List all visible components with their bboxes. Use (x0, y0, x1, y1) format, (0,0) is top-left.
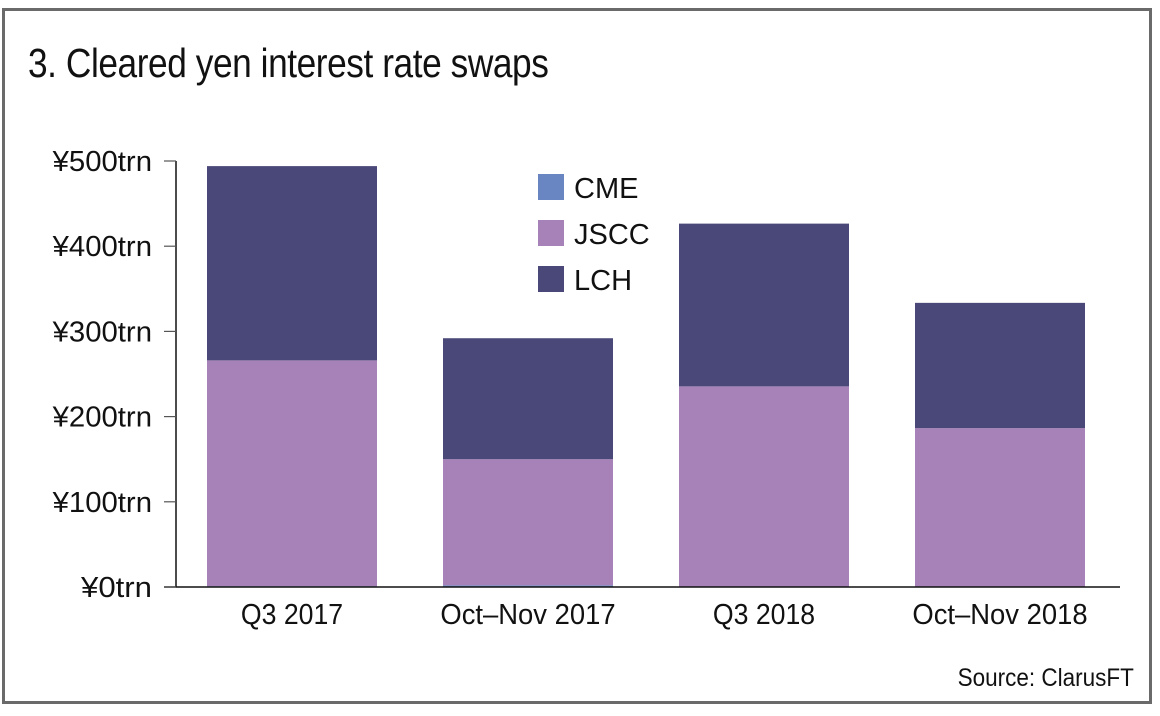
legend-label-jscc: JSCC (574, 219, 650, 251)
bar-segment-jscc (915, 428, 1085, 587)
axes-group: ¥0trn ¥100trn ¥200trn ¥300trn ¥400trn ¥500trn… (52, 146, 1120, 631)
x-tick-label: Oct–Nov 2018 (912, 599, 1087, 631)
bar-segment-lch (443, 338, 613, 460)
bar-segment-jscc (679, 386, 849, 587)
legend-swatch-lch (538, 266, 564, 292)
bars-group (207, 166, 1085, 588)
bar-segment-cme (443, 585, 613, 587)
x-tick-label: Oct–Nov 2017 (440, 599, 615, 631)
x-tick-label: Q3 2017 (241, 599, 343, 631)
y-tick-label: ¥200trn (52, 402, 152, 434)
bar-segment-jscc (207, 360, 377, 587)
y-tick-label: ¥500trn (52, 146, 152, 178)
y-tick-label: ¥100trn (52, 487, 152, 519)
y-tick-label: ¥0trn (80, 572, 152, 604)
legend-label-cme: CME (574, 173, 638, 205)
bar-segment-lch (915, 302, 1085, 429)
x-tick-label: Q3 2018 (713, 599, 815, 631)
source-note: Source: ClarusFT (957, 664, 1134, 692)
y-tick-label: ¥300trn (52, 316, 152, 348)
bar-segment-lch (679, 223, 849, 387)
legend-swatch-cme (538, 174, 564, 200)
bar-segment-jscc (443, 459, 613, 586)
bar-segment-lch (207, 166, 377, 361)
chart-title: 3. Cleared yen interest rate swaps (28, 40, 549, 86)
y-tick-label: ¥400trn (52, 231, 152, 263)
legend-label-lch: LCH (574, 265, 632, 297)
legend: CME JSCC LCH (538, 173, 650, 297)
legend-swatch-jscc (538, 220, 564, 246)
